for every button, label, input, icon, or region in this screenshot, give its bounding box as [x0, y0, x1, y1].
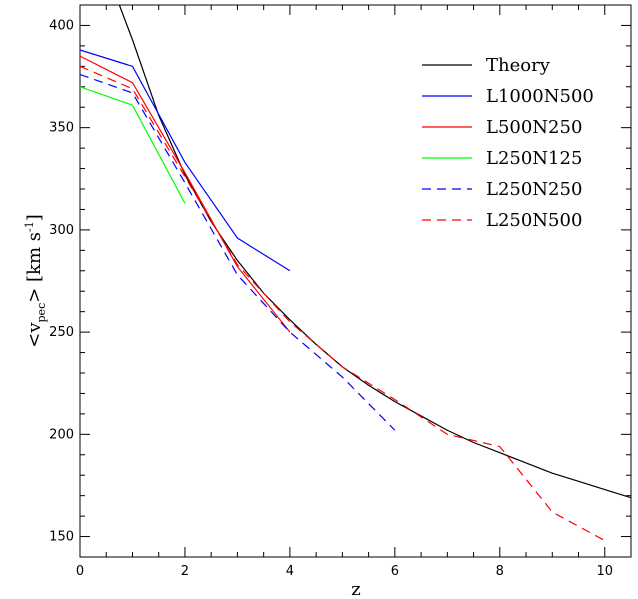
y-tick-label: 250: [49, 325, 74, 340]
x-tick-label: 4: [286, 564, 294, 579]
x-tick-label: 2: [181, 564, 189, 579]
y-axis-title-unit: > [km s: [24, 232, 45, 303]
legend-label: L1000N500: [486, 86, 594, 107]
legend-label: Theory: [486, 55, 551, 76]
legend-label: L500N250: [486, 117, 582, 138]
axis-ticks: [79, 4, 632, 558]
legend-label: L250N250: [486, 179, 582, 200]
series-line-l250n250: [80, 73, 396, 431]
y-axis-title-prefix: <v: [24, 322, 45, 348]
tick-labels: 0 2 4 6 8 10 150 200 250 300 350 400: [49, 18, 613, 579]
y-tick-label: 200: [49, 427, 74, 442]
x-axis-title: z: [351, 579, 360, 599]
series-line-theory: [118, 5, 631, 499]
y-tick-label: 350: [49, 121, 74, 136]
y-axis-title-close: ]: [24, 214, 45, 221]
series-line-l250n500: [80, 65, 606, 542]
x-tick-label: 0: [76, 564, 84, 579]
legend: Theory L1000N500 L500N250 L250N125 L250N250 L…: [422, 55, 594, 231]
y-tick-label: 300: [49, 223, 74, 238]
y-axis-title-subscript: pec: [35, 303, 48, 323]
legend-label: L250N125: [486, 148, 582, 169]
legend-label: L250N500: [486, 210, 582, 231]
x-tick-label: 6: [391, 564, 399, 579]
series-line-l500n250: [80, 55, 291, 333]
series-line-l250n125: [80, 86, 186, 204]
series-layer: [80, 5, 631, 542]
x-tick-label: 8: [496, 564, 504, 579]
series-line-l1000n500: [80, 49, 291, 272]
y-axis-title-superscript: -1: [23, 221, 36, 232]
plot-frame: [79, 4, 632, 558]
y-tick-label: 150: [49, 530, 74, 545]
y-tick-label: 400: [49, 18, 74, 33]
y-axis-title: <vpec> [km s-1]: [23, 214, 48, 348]
x-tick-label: 10: [596, 564, 613, 579]
